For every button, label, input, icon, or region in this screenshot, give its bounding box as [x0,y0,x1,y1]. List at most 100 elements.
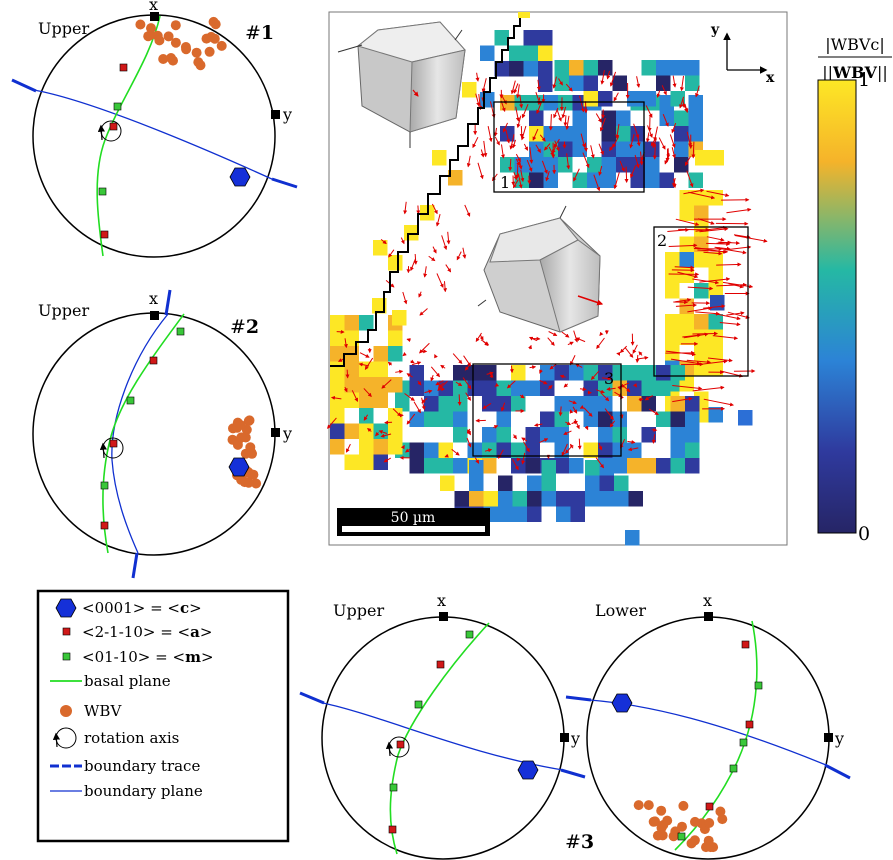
wbv-vector [598,442,603,451]
map-pixel [572,95,587,111]
map-pixel [685,427,700,443]
wbv-vector [423,266,428,278]
map-pixel [500,157,515,173]
wbv-vector [428,255,436,262]
map-pixel [627,380,642,396]
wbv-vector [515,84,520,99]
wbv-point [686,838,697,849]
pf1-primitive-circle [32,14,276,258]
map-pixel [670,458,685,474]
map-pixel [344,361,359,377]
wbv-point [236,432,247,443]
wbv-vector [609,143,615,152]
wbv-vector [703,251,723,256]
wbv-vector [561,331,570,338]
wbv-vector [536,100,543,114]
map-pixel [572,141,587,157]
wbv-vector [508,158,513,172]
wbv-vector [556,109,562,122]
pf2-x-marker [150,311,159,320]
legend: <0001> = <c> <2-1-10> = <a> <01-10> = <m… [36,589,290,843]
map-pixel [585,475,600,491]
wbv-vector [451,449,460,456]
map-pixel [616,110,631,126]
wbv-vector [367,428,372,433]
wbv-vector [515,163,520,179]
wbv-vector [638,351,643,356]
map-pixel [388,408,403,424]
map-pixel [373,361,388,377]
wbv-vector [430,366,441,378]
wbv-vector [599,331,604,337]
pf2-m-axis [126,396,135,405]
map-pixel [525,442,540,458]
wbv-vector [455,381,463,387]
map-pixel [453,380,468,396]
map-pixel [373,392,388,408]
wbv-vector [466,155,471,168]
pf3u-boundary-plane [322,702,564,771]
map-pixel [453,365,468,381]
pf2-id-label: #2 [230,316,259,338]
map-pixel [656,365,671,381]
wbv-vector [475,72,480,82]
pf2-y-label: y [282,424,292,443]
map-pixel [558,126,573,142]
map-pixel [527,491,542,507]
wbv-vector [699,227,729,233]
map-pixel [330,346,345,362]
wbv-vector [633,383,637,388]
wbv-vector [444,453,449,458]
map-pixel [424,380,439,396]
map-pixel [710,295,725,311]
map-pixel [482,365,497,381]
wbv-vector [561,443,568,457]
map-pixel [525,427,540,443]
pf1-id-label: #1 [245,22,274,44]
map-pixel [641,60,656,76]
wbv-vector [516,457,521,462]
map-pixel [469,475,484,491]
map-pixel [494,30,509,46]
legend-a-label: <2-1-10> = <a> [82,623,212,641]
wbv-vector [566,153,571,170]
wbv-vector [521,437,528,442]
wbv-vector [568,400,577,405]
map-pixel [511,365,526,381]
wbv-point [668,831,679,842]
wbv-vector [627,440,636,444]
map-pixel [569,458,584,474]
wbv-vector [330,395,342,400]
pf3l-basal-plane [674,620,758,851]
map-pixel [614,491,629,507]
map-pixel [404,225,419,241]
map-pixel [598,411,613,427]
map-pixel [511,380,526,396]
map-pixel [641,91,656,107]
wbv-vector [558,406,563,417]
map-pixel [554,427,569,443]
wbv-vector [400,444,405,450]
map-pixel [641,458,656,474]
map-pixel [467,365,482,381]
wbv-vector [624,166,629,183]
map-pixel [453,411,468,427]
map-pixel [518,12,530,18]
wbv-vector [590,145,595,159]
wbv-vector [351,390,359,403]
map-pixel [453,458,468,474]
wbv-vector [411,361,422,366]
legend-wbv-icon [60,705,72,717]
map-pixel [656,458,671,474]
map-pixel [409,380,424,396]
wbv-vector [404,393,415,401]
map-pixel [670,60,685,76]
wbv-vector [327,417,337,429]
map-pixel [543,95,558,111]
wbv-vector [479,335,484,341]
wbv-point [158,54,169,64]
map-pixel [541,475,556,491]
legend-c-icon [55,598,77,618]
map-pixel [694,283,709,299]
